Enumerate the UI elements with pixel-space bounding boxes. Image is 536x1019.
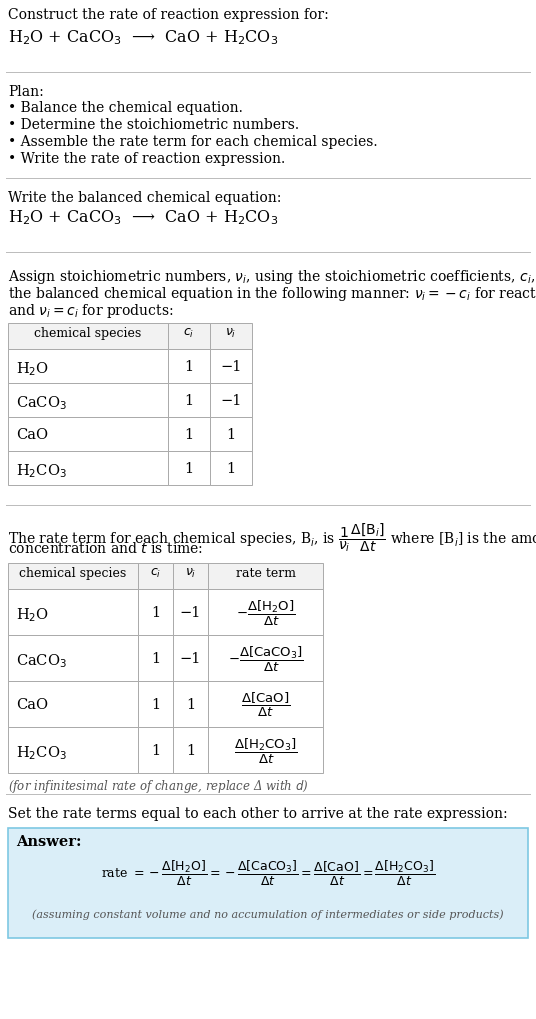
- Text: 1: 1: [151, 697, 160, 711]
- Text: $c_i$: $c_i$: [150, 567, 161, 580]
- Text: −1: −1: [220, 360, 242, 374]
- Text: (assuming constant volume and no accumulation of intermediates or side products): (assuming constant volume and no accumul…: [32, 908, 504, 919]
- Bar: [8, 682, 138, 728]
- Text: $\nu_i$: $\nu_i$: [185, 567, 196, 580]
- Text: Set the rate terms equal to each other to arrive at the rate expression:: Set the rate terms equal to each other t…: [8, 806, 508, 820]
- Bar: [173, 564, 208, 589]
- Text: $\nu_i$: $\nu_i$: [225, 327, 237, 339]
- Text: $c_i$: $c_i$: [183, 327, 195, 339]
- Text: (for infinitesimal rate of change, replace Δ with $d$): (for infinitesimal rate of change, repla…: [8, 777, 309, 794]
- Bar: [138, 636, 173, 682]
- Text: −1: −1: [180, 605, 201, 620]
- Text: CaCO$_3$: CaCO$_3$: [16, 393, 67, 412]
- Bar: [8, 451, 168, 485]
- Text: H$_2$CO$_3$: H$_2$CO$_3$: [16, 743, 67, 761]
- Bar: [173, 728, 208, 773]
- Bar: [138, 728, 173, 773]
- Text: 1: 1: [151, 651, 160, 665]
- Text: rate term: rate term: [235, 567, 295, 580]
- Text: rate $= -\dfrac{\Delta[\mathrm{H_2O}]}{\Delta t} = -\dfrac{\Delta[\mathrm{CaCO_3: rate $= -\dfrac{\Delta[\mathrm{H_2O}]}{\…: [101, 858, 435, 888]
- Bar: [138, 589, 173, 636]
- Bar: [138, 564, 173, 589]
- Bar: [168, 350, 210, 383]
- Text: 1: 1: [184, 393, 193, 408]
- Text: $-\dfrac{\Delta[\mathrm{H_2O}]}{\Delta t}$: $-\dfrac{\Delta[\mathrm{H_2O}]}{\Delta t…: [236, 598, 295, 628]
- Text: −1: −1: [180, 651, 201, 665]
- Bar: [168, 418, 210, 451]
- Bar: [210, 383, 252, 418]
- Bar: [168, 451, 210, 485]
- Bar: [173, 682, 208, 728]
- Bar: [208, 564, 323, 589]
- Text: $\dfrac{\Delta[\mathrm{CaO}]}{\Delta t}$: $\dfrac{\Delta[\mathrm{CaO}]}{\Delta t}$: [241, 690, 290, 718]
- Text: H$_2$O: H$_2$O: [16, 360, 49, 377]
- Text: • Assemble the rate term for each chemical species.: • Assemble the rate term for each chemic…: [8, 135, 378, 149]
- Text: H$_2$O + CaCO$_3$  ⟶  CaO + H$_2$CO$_3$: H$_2$O + CaCO$_3$ ⟶ CaO + H$_2$CO$_3$: [8, 28, 278, 47]
- Bar: [8, 636, 138, 682]
- Bar: [8, 383, 168, 418]
- Text: Assign stoichiometric numbers, $\nu_i$, using the stoichiometric coefficients, $: Assign stoichiometric numbers, $\nu_i$, …: [8, 268, 536, 285]
- Bar: [8, 564, 138, 589]
- Text: 1: 1: [186, 697, 195, 711]
- Text: The rate term for each chemical species, B$_i$, is $\dfrac{1}{\nu_i}\dfrac{\Delt: The rate term for each chemical species,…: [8, 521, 536, 553]
- Text: • Determine the stoichiometric numbers.: • Determine the stoichiometric numbers.: [8, 118, 299, 131]
- Text: 1: 1: [151, 605, 160, 620]
- Text: concentration and $t$ is time:: concentration and $t$ is time:: [8, 540, 203, 555]
- Text: Plan:: Plan:: [8, 85, 44, 99]
- Text: 1: 1: [186, 743, 195, 757]
- Text: CaO: CaO: [16, 697, 48, 711]
- Bar: [208, 589, 323, 636]
- Text: −1: −1: [220, 393, 242, 408]
- Bar: [8, 418, 168, 451]
- Bar: [8, 324, 168, 350]
- Text: $\dfrac{\Delta[\mathrm{H_2CO_3}]}{\Delta t}$: $\dfrac{\Delta[\mathrm{H_2CO_3}]}{\Delta…: [234, 737, 297, 765]
- Bar: [210, 350, 252, 383]
- Bar: [168, 324, 210, 350]
- Bar: [8, 350, 168, 383]
- Bar: [208, 636, 323, 682]
- Bar: [8, 828, 528, 938]
- Text: chemical species: chemical species: [34, 327, 142, 339]
- Text: CaO: CaO: [16, 428, 48, 441]
- Text: and $\nu_i = c_i$ for products:: and $\nu_i = c_i$ for products:: [8, 302, 174, 320]
- Text: 1: 1: [226, 462, 235, 476]
- Text: 1: 1: [184, 428, 193, 441]
- Text: 1: 1: [151, 743, 160, 757]
- Bar: [168, 383, 210, 418]
- Text: Construct the rate of reaction expression for:: Construct the rate of reaction expressio…: [8, 8, 329, 22]
- Text: 1: 1: [184, 360, 193, 374]
- Bar: [210, 324, 252, 350]
- Bar: [173, 636, 208, 682]
- Text: Write the balanced chemical equation:: Write the balanced chemical equation:: [8, 191, 281, 205]
- Bar: [210, 451, 252, 485]
- Bar: [8, 728, 138, 773]
- Text: $-\dfrac{\Delta[\mathrm{CaCO_3}]}{\Delta t}$: $-\dfrac{\Delta[\mathrm{CaCO_3}]}{\Delta…: [228, 644, 303, 674]
- Bar: [210, 418, 252, 451]
- Text: H$_2$O + CaCO$_3$  ⟶  CaO + H$_2$CO$_3$: H$_2$O + CaCO$_3$ ⟶ CaO + H$_2$CO$_3$: [8, 208, 278, 226]
- Text: • Write the rate of reaction expression.: • Write the rate of reaction expression.: [8, 152, 285, 166]
- Bar: [173, 589, 208, 636]
- Text: 1: 1: [184, 462, 193, 476]
- Text: Answer:: Answer:: [16, 835, 81, 848]
- Bar: [208, 728, 323, 773]
- Text: 1: 1: [226, 428, 235, 441]
- Bar: [138, 682, 173, 728]
- Text: chemical species: chemical species: [19, 567, 126, 580]
- Text: the balanced chemical equation in the following manner: $\nu_i = -c_i$ for react: the balanced chemical equation in the fo…: [8, 284, 536, 303]
- Text: H$_2$CO$_3$: H$_2$CO$_3$: [16, 462, 67, 479]
- Bar: [208, 682, 323, 728]
- Text: CaCO$_3$: CaCO$_3$: [16, 651, 67, 669]
- Bar: [8, 589, 138, 636]
- Text: • Balance the chemical equation.: • Balance the chemical equation.: [8, 101, 243, 115]
- Text: H$_2$O: H$_2$O: [16, 605, 49, 623]
